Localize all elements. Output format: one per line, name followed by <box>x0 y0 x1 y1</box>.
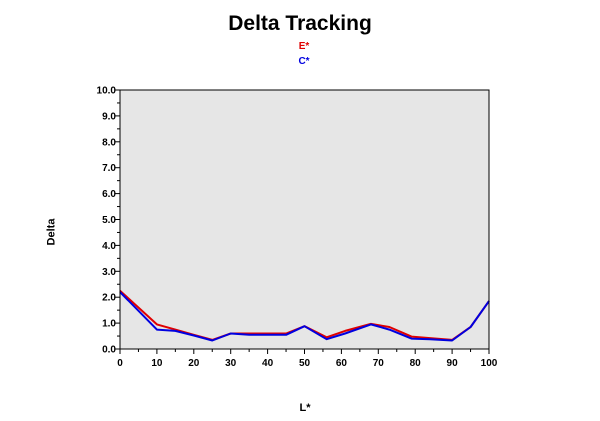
plot-area <box>120 90 489 349</box>
legend-entry-e: E* <box>298 41 310 52</box>
chart-title: Delta Tracking <box>228 12 372 35</box>
series-line-c <box>119 291 490 342</box>
y-tick-label: 10.0 <box>97 86 117 97</box>
axes <box>119 89 490 350</box>
y-tick-label: 7.0 <box>102 163 116 174</box>
x-tick-label: 100 <box>481 358 498 369</box>
y-tick-label: 3.0 <box>102 267 116 278</box>
axis-ticks: 0.0 1.0 2.0 3.0 4.0 5.0 6.0 7.0 8.0 9.0 10.0 0 10 20 3… <box>97 86 498 370</box>
x-tick-label: 80 <box>410 358 422 369</box>
plot-frame <box>119 89 490 350</box>
x-axis-label: L* <box>299 402 311 414</box>
x-tick-label: 70 <box>373 358 385 369</box>
x-tick-label: 40 <box>262 358 274 369</box>
y-tick-label: 2.0 <box>102 293 116 304</box>
y-tick-label: 4.0 <box>102 241 116 252</box>
x-tick-label: 60 <box>336 358 348 369</box>
y-tick-label: 9.0 <box>102 111 116 122</box>
y-tick-label: 6.0 <box>102 189 116 200</box>
y-tick-label: 0.0 <box>102 345 116 356</box>
x-tick-label: 30 <box>225 358 237 369</box>
x-tick-label: 50 <box>299 358 311 369</box>
series-lines <box>119 289 490 342</box>
x-tick-label: 90 <box>447 358 459 369</box>
x-tick-label: 10 <box>151 358 163 369</box>
y-tick-label: 1.0 <box>102 319 116 330</box>
x-tick-label: 0 <box>117 358 123 369</box>
y-tick-label: 8.0 <box>102 137 116 148</box>
legend-entry-c: C* <box>298 56 310 67</box>
x-tick-label: 20 <box>188 358 200 369</box>
y-tick-label: 5.0 <box>102 215 116 226</box>
